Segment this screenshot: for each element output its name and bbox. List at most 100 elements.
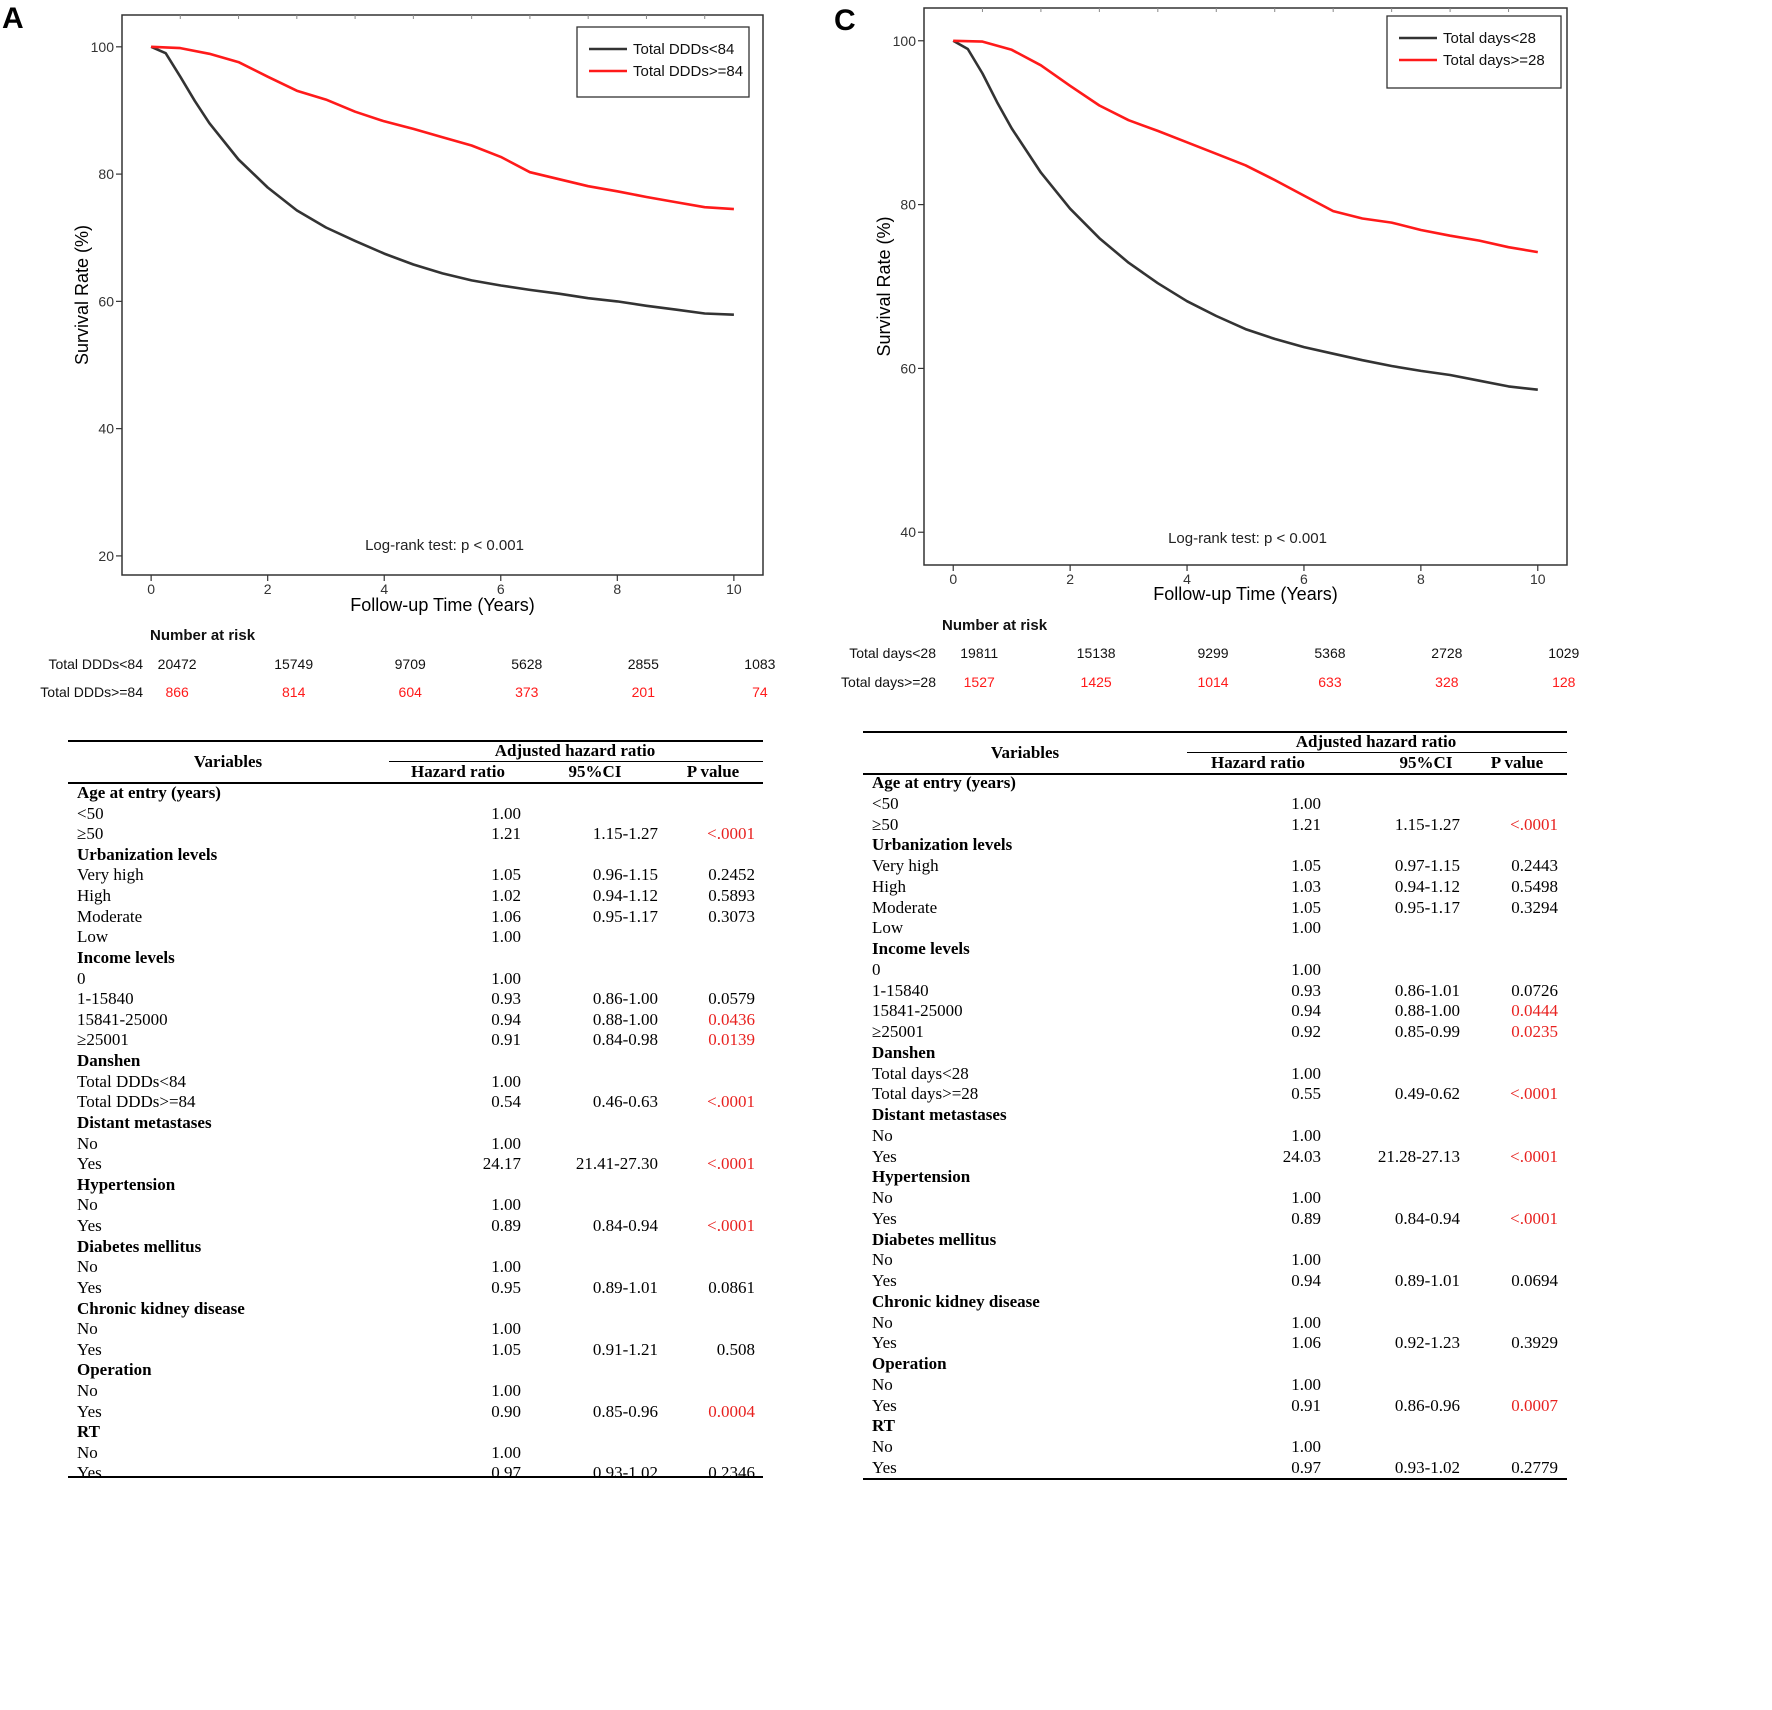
row-label: Low [77, 927, 109, 947]
section-label: Diabetes mellitus [872, 1229, 997, 1249]
x-tick-label: 10 [1530, 571, 1546, 587]
row-label: 1-15840 [77, 989, 134, 1009]
section-label: Hypertension [872, 1167, 971, 1187]
ci-value: 21.28-27.13 [1377, 1146, 1460, 1166]
row-label: <50 [77, 803, 104, 823]
row-label: Yes [872, 1208, 897, 1228]
km-curve-high [151, 45, 734, 211]
group-header-rule [1187, 752, 1567, 753]
x-axis-title: Follow-up Time (Years) [350, 595, 534, 615]
row-label: Moderate [872, 897, 938, 917]
panel-label-c: C [834, 4, 856, 37]
y-tick-label: 40 [98, 421, 114, 437]
p-value: 0.0726 [1511, 980, 1558, 1000]
section-label: Hypertension [77, 1174, 176, 1194]
hazard-ratio-value: 1.00 [1291, 1374, 1321, 1394]
hazard-ratio-value: 1.00 [1291, 793, 1321, 813]
row-label: No [872, 1188, 893, 1207]
risk-count: 5628 [511, 656, 542, 672]
section-label: Danshen [77, 1051, 141, 1071]
section-label: Diabetes mellitus [77, 1236, 202, 1256]
hazard-ratio-value: 1.00 [1291, 1063, 1321, 1083]
header-bottom-rule [68, 782, 763, 784]
row-label: No [872, 1374, 893, 1394]
p-value: <.0001 [707, 824, 755, 844]
hazard-ratio-value: 0.91 [1291, 1395, 1321, 1415]
hazard-ratio-value: 1.00 [491, 968, 521, 988]
row-label: Yes [77, 1401, 102, 1421]
row-label: Yes [872, 1457, 897, 1477]
y-tick-label: 80 [98, 166, 114, 182]
ci-value: 0.84-0.94 [592, 1216, 658, 1236]
section-label: Urbanization levels [872, 835, 1013, 855]
ci-value: 0.94-1.12 [1394, 876, 1460, 896]
section-label: Income levels [77, 947, 175, 967]
hazard-ratio-value: 1.00 [1291, 1125, 1321, 1145]
hazard-ratio-value: 1.06 [1291, 1333, 1321, 1353]
row-label: <50 [872, 793, 899, 813]
ci-value: 0.92-1.23 [1394, 1333, 1460, 1353]
header-95ci: 95%CI [1399, 753, 1453, 772]
risk-count: 19811 [960, 645, 998, 661]
x-tick-label: 6 [497, 581, 505, 597]
risk-row-label: Total DDDs<84 [48, 656, 143, 672]
p-value: 0.2452 [708, 865, 755, 885]
hazard-ratio-value: 24.03 [1282, 1146, 1321, 1166]
p-value: 0.2443 [1511, 856, 1558, 875]
hazard-ratio-value: 0.89 [491, 1216, 521, 1236]
risk-count: 1527 [964, 674, 995, 690]
row-label: Very high [872, 856, 939, 875]
row-label: 15841-25000 [77, 1009, 168, 1029]
ci-value: 21.41-27.30 [575, 1154, 658, 1174]
hazard-ratio-value: 1.00 [491, 1133, 521, 1153]
hazard-ratio-value: 1.00 [1291, 918, 1321, 938]
ci-value: 0.97-1.15 [1394, 856, 1460, 875]
row-label: High [77, 886, 111, 906]
p-value: <.0001 [1510, 1146, 1558, 1166]
header-p-value: P value [686, 762, 740, 781]
ci-value: 0.85-0.96 [592, 1401, 658, 1421]
x-tick-label: 4 [380, 581, 388, 597]
hazard-ratio-value: 1.21 [491, 824, 521, 844]
hazard-ratio-value: 24.17 [482, 1154, 521, 1174]
ci-value: 0.93-1.02 [592, 1463, 658, 1483]
p-value: <.0001 [1510, 1084, 1558, 1104]
legend-entry: Total DDDs>=84 [633, 63, 743, 80]
row-label: Total DDDs<84 [77, 1071, 186, 1091]
row-label: No [77, 1319, 98, 1339]
table-top-rule [68, 740, 763, 742]
p-value: <.0001 [1510, 814, 1558, 834]
y-tick-label: 80 [900, 197, 916, 213]
p-value: 0.0007 [1511, 1395, 1558, 1415]
risk-count: 9299 [1197, 645, 1228, 661]
y-axis-title: Survival Rate (%) [72, 225, 92, 365]
legend-box [576, 26, 750, 98]
p-value: 0.0861 [708, 1277, 755, 1297]
x-axis-title: Follow-up Time (Years) [1153, 584, 1337, 604]
legend-entry: Total days>=28 [1443, 52, 1545, 69]
risk-row-label: Total DDDs>=84 [40, 684, 143, 700]
row-label: Total days<28 [872, 1063, 969, 1083]
risk-count: 2855 [628, 656, 659, 672]
risk-count: 373 [515, 684, 539, 700]
log-rank-annotation: Log-rank test: p < 0.001 [365, 537, 524, 554]
y-tick-label: 40 [900, 524, 916, 540]
table-bottom-rule [863, 1478, 1567, 1480]
row-label: 1-15840 [872, 980, 929, 1000]
row-label: 0 [77, 968, 86, 988]
hazard-ratio-value: 1.06 [491, 906, 521, 926]
x-tick-label: 4 [1183, 571, 1191, 587]
ci-value: 1.15-1.27 [592, 824, 658, 844]
risk-count: 74 [752, 684, 768, 700]
ci-value: 0.95-1.17 [1394, 897, 1460, 917]
hazard-ratio-value: 1.03 [1291, 876, 1321, 896]
header-adjusted-hr: Adjusted hazard ratio [1295, 732, 1457, 751]
row-label: Yes [872, 1333, 897, 1353]
row-label: No [872, 1250, 893, 1270]
risk-count: 15749 [274, 656, 313, 672]
hazard-ratio-value: 1.00 [491, 1195, 521, 1215]
p-value: 0.0444 [1511, 1001, 1558, 1021]
table-bottom-rule [68, 1476, 763, 1478]
km-curve-high [953, 39, 1539, 254]
